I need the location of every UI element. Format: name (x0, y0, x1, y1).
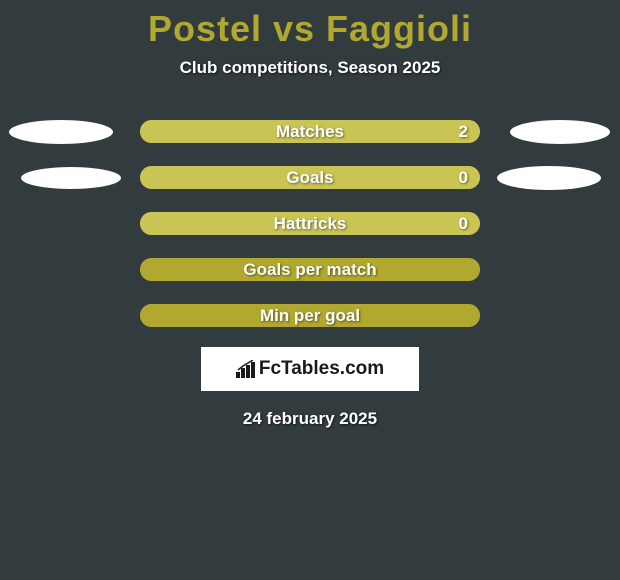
stat-label: Goals (286, 168, 333, 188)
stat-value-right: 0 (459, 168, 468, 188)
comparison-card: Postel vs Faggioli Club competitions, Se… (0, 0, 620, 429)
stat-bar: Matches 2 (140, 120, 480, 143)
stat-value-right: 0 (459, 214, 468, 234)
subtitle: Club competitions, Season 2025 (0, 58, 620, 78)
player-ellipse-right (497, 166, 601, 190)
stat-bar: Hattricks 0 (140, 212, 480, 235)
logo-box: FcTables.com (201, 347, 419, 391)
logo: FcTables.com (236, 358, 384, 380)
stats-list: Matches 2 Goals 0 Hattricks 0 Goals per match M… (0, 120, 620, 327)
stat-bar: Goals 0 (140, 166, 480, 189)
stat-label: Min per goal (260, 306, 360, 326)
stat-bar: Goals per match (140, 258, 480, 281)
player-ellipse-right (510, 120, 610, 144)
stat-row: Min per goal (0, 304, 620, 327)
chart-icon (236, 360, 256, 378)
stat-row: Goals 0 (0, 166, 620, 189)
logo-text: FcTables.com (259, 358, 384, 380)
stat-label: Goals per match (243, 260, 376, 280)
stat-bar: Min per goal (140, 304, 480, 327)
stat-row: Goals per match (0, 258, 620, 281)
player-ellipse-left (21, 167, 121, 189)
stat-value-right: 2 (459, 122, 468, 142)
stat-row: Hattricks 0 (0, 212, 620, 235)
stat-label: Hattricks (274, 214, 347, 234)
stat-row: Matches 2 (0, 120, 620, 143)
date-label: 24 february 2025 (0, 409, 620, 429)
page-title: Postel vs Faggioli (0, 8, 620, 50)
player-ellipse-left (9, 120, 113, 144)
stat-label: Matches (276, 122, 344, 142)
